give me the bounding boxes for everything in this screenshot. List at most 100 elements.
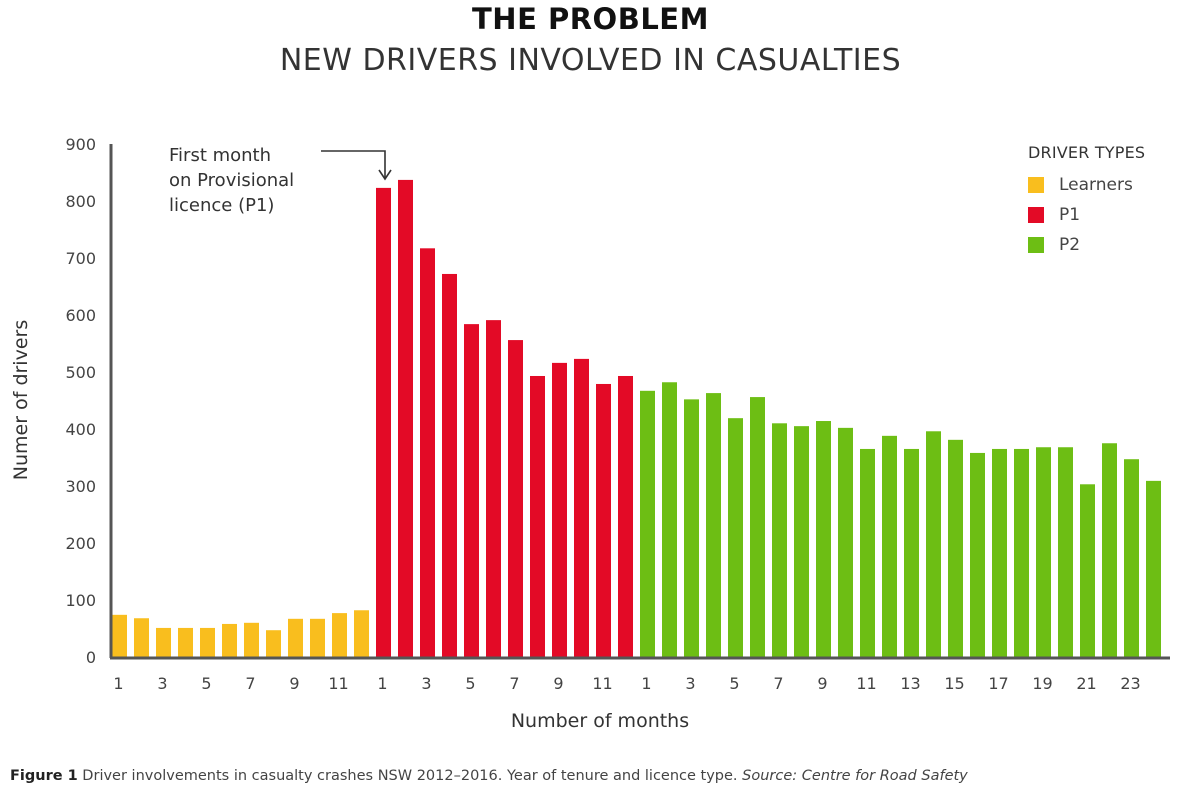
bar-p1-month-1 — [376, 187, 391, 657]
x-tick-label: 11 — [328, 674, 348, 693]
x-tick-label: 1 — [113, 674, 123, 693]
figure-caption: Figure 1 Driver involvements in casualty… — [10, 768, 968, 784]
legend-swatch-p1 — [1028, 207, 1044, 223]
x-tick-label: 3 — [421, 674, 431, 693]
arrowhead-icon — [378, 169, 392, 181]
annotation-line-3: licence (P1) — [169, 195, 274, 216]
chart-subtitle: NEW DRIVERS INVOLVED IN CASUALTIES — [279, 43, 902, 78]
y-tick-label: 700 — [65, 249, 96, 268]
bar-learners-month-11 — [332, 613, 347, 657]
bar-p2-month-2 — [662, 382, 677, 657]
x-tick-label: 21 — [1076, 674, 1096, 693]
bars — [112, 179, 1161, 657]
caption-text: Driver involvements in casualty crashes … — [77, 768, 743, 784]
bar-p1-month-2 — [398, 179, 413, 657]
annotation-line-2: on Provisional — [169, 170, 294, 191]
figure-label: Figure 1 — [10, 768, 78, 784]
x-tick-label: 9 — [289, 674, 299, 693]
bar-p2-month-19 — [1036, 447, 1051, 657]
bar-p2-month-4 — [706, 393, 721, 657]
legend-label-learners: Learners — [1059, 175, 1133, 195]
bar-p1-month-8 — [530, 375, 545, 657]
bar-p2-month-9 — [816, 421, 831, 657]
bar-p2-month-5 — [728, 418, 743, 657]
annotation-line-1: First month — [169, 145, 271, 166]
bar-p2-month-6 — [750, 397, 765, 657]
y-tick-label: 500 — [65, 363, 96, 382]
x-tick-label: 5 — [201, 674, 211, 693]
x-tick-label: 5 — [729, 674, 739, 693]
bar-learners-month-7 — [244, 622, 259, 657]
x-tick-label: 7 — [773, 674, 783, 693]
x-tick-label: 7 — [245, 674, 255, 693]
x-tick-label: 17 — [988, 674, 1008, 693]
x-tick-label: 1 — [377, 674, 387, 693]
bar-p1-month-12 — [618, 375, 633, 657]
caption-source: Source: Centre for Road Safety — [742, 768, 968, 784]
bar-learners-month-3 — [156, 627, 171, 657]
bar-learners-month-2 — [134, 618, 149, 657]
bar-p2-month-21 — [1080, 484, 1095, 657]
bar-p1-month-3 — [420, 248, 435, 657]
bar-p2-month-10 — [838, 427, 853, 657]
bar-p1-month-11 — [596, 383, 611, 657]
bar-p2-month-7 — [772, 423, 787, 657]
x-tick-label: 23 — [1120, 674, 1140, 693]
legend-item-p1: P1 — [1028, 200, 1145, 230]
bar-p1-month-10 — [574, 358, 589, 657]
chart-title: THE PROBLEM — [472, 2, 709, 36]
bar-p2-month-3 — [684, 399, 699, 657]
bar-learners-month-12 — [354, 610, 369, 657]
bar-learners-month-4 — [178, 627, 193, 657]
bar-p2-month-13 — [904, 448, 919, 657]
bar-p2-month-17 — [992, 448, 1007, 657]
y-axis-label: Numer of drivers — [10, 320, 32, 480]
bar-p2-month-22 — [1102, 443, 1117, 657]
annotation: First month on Provisional licence (P1) — [169, 145, 392, 216]
bar-p2-month-20 — [1058, 447, 1073, 657]
y-tick-label: 100 — [65, 591, 96, 610]
bar-p2-month-12 — [882, 435, 897, 657]
x-tick-label: 9 — [817, 674, 827, 693]
bar-learners-month-9 — [288, 618, 303, 657]
bar-p1-month-4 — [442, 273, 457, 657]
legend-swatch-learners — [1028, 177, 1044, 193]
x-tick-label: 3 — [157, 674, 167, 693]
bar-learners-month-5 — [200, 627, 215, 657]
bar-p2-month-8 — [794, 426, 809, 657]
bar-p1-month-7 — [508, 340, 523, 657]
annotation-arrow-icon — [321, 150, 386, 178]
bar-p2-month-18 — [1014, 448, 1029, 657]
y-tick-label: 300 — [65, 477, 96, 496]
bar-p2-month-16 — [970, 452, 985, 657]
bar-learners-month-1 — [112, 614, 127, 657]
bar-learners-month-6 — [222, 623, 237, 657]
bar-p2-month-23 — [1124, 459, 1139, 657]
x-tick-label: 19 — [1032, 674, 1052, 693]
bar-learners-month-10 — [310, 618, 325, 657]
x-tick-label: 13 — [900, 674, 920, 693]
bar-p2-month-1 — [640, 390, 655, 657]
legend: DRIVER TYPES Learners P1 P2 — [1028, 143, 1145, 260]
y-tick-label: 200 — [65, 534, 96, 553]
legend-item-p2: P2 — [1028, 230, 1145, 260]
bar-p2-month-15 — [948, 439, 963, 657]
x-axis-ticks: 1 3 5 7 9 11 1 3 5 7 9 11 1 3 5 7 9 11 13 15 17 19 21 23 — [113, 674, 1140, 693]
x-tick-label: 1 — [641, 674, 651, 693]
bar-learners-month-8 — [266, 630, 281, 657]
legend-swatch-p2 — [1028, 237, 1044, 253]
legend-label-p1: P1 — [1059, 205, 1081, 225]
y-axis-ticks: 0 100 200 300 400 500 600 700 800 900 — [65, 135, 96, 667]
x-tick-label: 15 — [944, 674, 964, 693]
y-tick-label: 900 — [65, 135, 96, 154]
y-tick-label: 400 — [65, 420, 96, 439]
bar-p1-month-6 — [486, 320, 501, 657]
bar-p2-month-24 — [1146, 480, 1161, 657]
legend-title: DRIVER TYPES — [1028, 143, 1146, 162]
bar-p2-month-11 — [860, 448, 875, 657]
bar-p1-month-9 — [552, 362, 567, 657]
x-tick-label: 9 — [553, 674, 563, 693]
x-tick-label: 7 — [509, 674, 519, 693]
bar-p2-month-14 — [926, 431, 941, 657]
